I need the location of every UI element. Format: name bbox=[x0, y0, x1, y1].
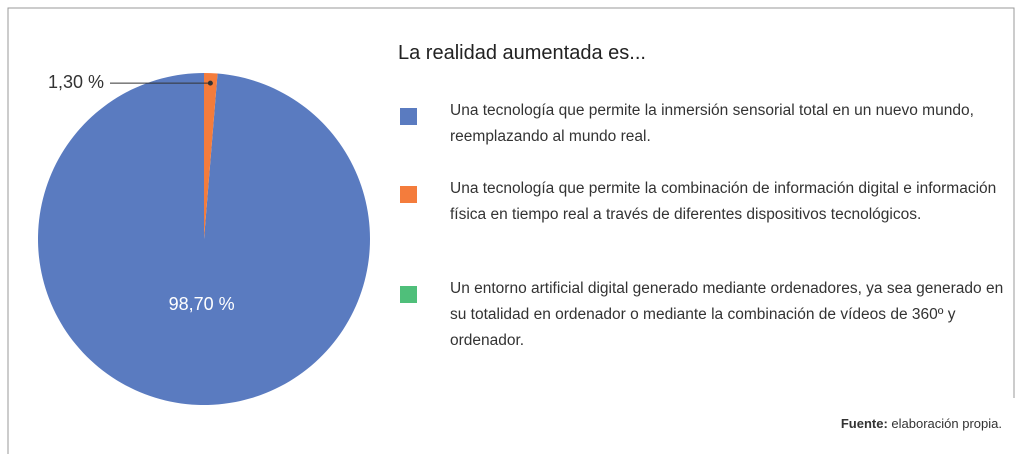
legend-swatch bbox=[400, 108, 417, 125]
source: Fuente: elaboración propia. bbox=[841, 416, 1002, 431]
data-label: 98,70 % bbox=[169, 294, 235, 314]
frame bbox=[7, 7, 1015, 454]
chart-title: La realidad aumentada es... bbox=[398, 42, 646, 64]
data-label: 1,30 % bbox=[48, 72, 104, 92]
legend-label: Una tecnología que permite la inmersión … bbox=[450, 102, 974, 145]
legend-swatch bbox=[400, 286, 417, 303]
pie-slice bbox=[37, 73, 370, 406]
legend-label: Una tecnología que permite la combinació… bbox=[450, 180, 997, 223]
source-label: Fuente: bbox=[840, 416, 888, 431]
pie-slice bbox=[204, 73, 218, 239]
source-text: elaboración propia. bbox=[891, 416, 1002, 431]
legend-label: Un entorno artificial digital generado m… bbox=[450, 280, 1004, 349]
legend-swatch bbox=[400, 186, 417, 203]
